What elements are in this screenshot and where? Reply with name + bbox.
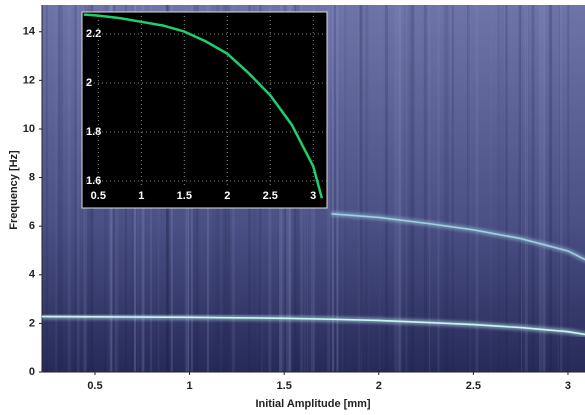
streak [60, 5, 63, 372]
y-tick-label: 1.6 [86, 175, 101, 187]
streak [399, 5, 402, 372]
x-tick-label: 2.5 [466, 380, 481, 392]
streak [365, 5, 369, 372]
streak [397, 5, 399, 372]
streak [560, 5, 562, 372]
streak [57, 5, 61, 372]
streak [384, 5, 388, 372]
streak [404, 5, 406, 372]
streak [404, 5, 408, 372]
streak [468, 5, 471, 372]
y-tick-label: 0 [29, 366, 35, 378]
streak [359, 5, 363, 372]
streak [528, 5, 530, 372]
streak [412, 5, 415, 372]
y-tick-label: 2 [29, 317, 35, 329]
streak [538, 5, 542, 372]
streak [531, 5, 535, 372]
streak [447, 5, 449, 372]
streak [501, 5, 504, 372]
x-tick-label: 1 [187, 380, 193, 392]
streak [525, 5, 527, 372]
streak [467, 5, 469, 372]
streak [445, 5, 447, 372]
streak [367, 5, 369, 372]
streak [55, 5, 58, 372]
x-axis-title: Initial Amplitude [mm] [255, 398, 370, 410]
streak [398, 5, 400, 372]
y-tick-label: 12 [23, 74, 35, 86]
streak [497, 5, 501, 372]
streak [337, 5, 339, 372]
x-tick-label: 1.5 [177, 190, 192, 202]
streak [46, 5, 48, 372]
streak [437, 5, 440, 372]
streak [327, 5, 331, 372]
x-tick-label: 1 [138, 190, 144, 202]
y-tick-label: 2 [86, 77, 92, 89]
x-tick-label: 1.5 [277, 380, 292, 392]
streak [451, 5, 454, 372]
streak [332, 5, 335, 372]
streak [333, 5, 336, 372]
y-tick-label: 6 [29, 220, 35, 232]
x-tick-label: 0.5 [91, 190, 106, 202]
line [83, 13, 324, 199]
y-tick-label: 8 [29, 171, 35, 183]
streak [524, 5, 528, 372]
streak [394, 5, 398, 372]
streak [423, 5, 427, 372]
inset-background [81, 11, 328, 209]
y-tick-label: 4 [29, 269, 36, 281]
streak [67, 5, 70, 372]
streak [378, 5, 380, 372]
y-tick-label: 10 [23, 123, 35, 135]
streak [557, 5, 559, 372]
streak [429, 5, 431, 372]
streak [358, 5, 361, 372]
streak [518, 5, 522, 372]
line [331, 212, 585, 261]
y-tick-label: 2.2 [86, 28, 101, 40]
streak [475, 5, 479, 372]
streak [558, 5, 561, 372]
streak [520, 5, 523, 372]
streak [505, 5, 508, 372]
y-tick-label: 1.8 [86, 126, 101, 138]
streak [409, 5, 413, 372]
streak [331, 5, 335, 372]
streak [407, 5, 409, 372]
y-tick-label: 14 [23, 26, 36, 38]
streak [561, 5, 563, 372]
x-tick-label: 2.5 [263, 190, 278, 202]
streak [397, 5, 401, 372]
line [41, 315, 585, 336]
streak [74, 5, 77, 372]
streak [76, 5, 80, 372]
streak [341, 5, 344, 372]
streak [344, 5, 346, 372]
x-tick-label: 3 [565, 380, 571, 392]
streak [549, 5, 553, 372]
streak [69, 5, 71, 372]
streak [490, 5, 492, 372]
streak [567, 5, 570, 372]
x-tick-label: 3 [310, 190, 316, 202]
streak [336, 5, 339, 372]
streak [542, 5, 546, 372]
x-tick-label: 2 [224, 190, 230, 202]
streak [443, 5, 447, 372]
streak [520, 5, 522, 372]
x-tick-label: 2 [376, 380, 382, 392]
y-axis-title: Frequency [Hz] [8, 150, 20, 230]
streak [359, 5, 362, 372]
streak [360, 5, 363, 372]
streak [45, 5, 47, 372]
streak [468, 5, 470, 372]
x-tick-label: 0.5 [87, 380, 102, 392]
